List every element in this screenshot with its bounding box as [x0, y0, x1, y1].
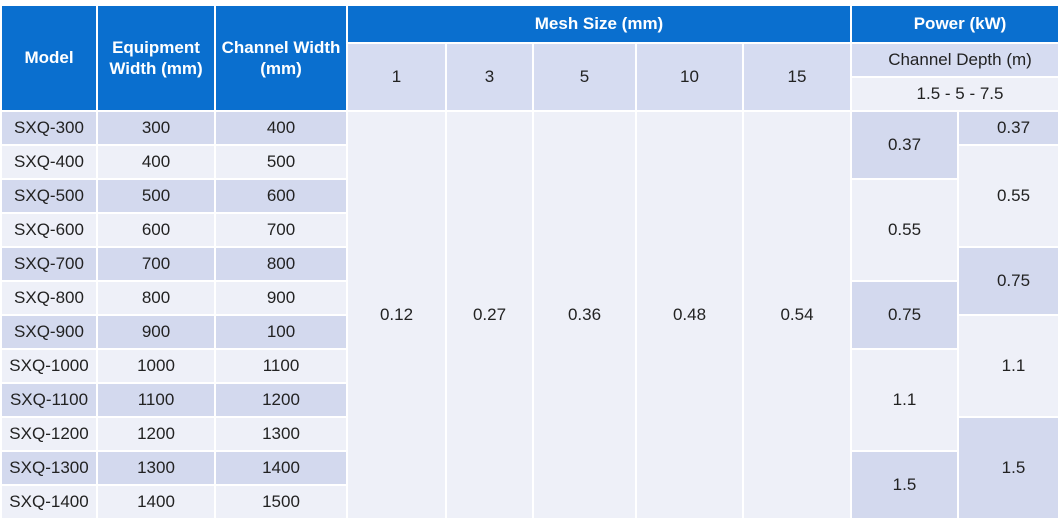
cell-channel-width: 600: [216, 180, 346, 212]
header-channel-depth: Channel Depth (m): [852, 44, 1058, 76]
header-mesh-size: Mesh Size (mm): [348, 6, 850, 42]
header-equipment-width: Equipment Width (mm): [98, 6, 214, 110]
power-col1-cell: 1.5: [852, 452, 957, 518]
mesh-value-15: 0.54: [744, 112, 850, 518]
power-col1-cell: 0.75: [852, 282, 957, 348]
cell-equipment-width: 600: [98, 214, 214, 246]
power-col2-cell: 1.1: [959, 316, 1058, 416]
header-model: Model: [2, 6, 96, 110]
power-col2-cell: 0.37: [959, 112, 1058, 144]
power-col2-cell: 0.55: [959, 146, 1058, 246]
mesh-value-1: 0.12: [348, 112, 445, 518]
spec-table: Model Equipment Width (mm) Channel Width…: [2, 6, 1058, 518]
mesh-size-10: 10: [637, 44, 742, 110]
cell-channel-width: 1200: [216, 384, 346, 416]
cell-model: SXQ-500: [2, 180, 96, 212]
cell-model: SXQ-1300: [2, 452, 96, 484]
cell-model: SXQ-1400: [2, 486, 96, 518]
cell-channel-width: 1100: [216, 350, 346, 382]
cell-channel-width: 1300: [216, 418, 346, 450]
cell-model: SXQ-900: [2, 316, 96, 348]
cell-equipment-width: 300: [98, 112, 214, 144]
mesh-size-5: 5: [534, 44, 635, 110]
header-channel-width: Channel Width (mm): [216, 6, 346, 110]
cell-equipment-width: 700: [98, 248, 214, 280]
power-col2-cell: 0.75: [959, 248, 1058, 314]
header-depth-range: 1.5 - 5 - 7.5: [852, 78, 1058, 110]
cell-model: SXQ-600: [2, 214, 96, 246]
cell-model: SXQ-1100: [2, 384, 96, 416]
cell-channel-width: 500: [216, 146, 346, 178]
power-col1-cell: 0.37: [852, 112, 957, 178]
mesh-size-15: 15: [744, 44, 850, 110]
cell-equipment-width: 1400: [98, 486, 214, 518]
mesh-value-10: 0.48: [637, 112, 742, 518]
mesh-size-1: 1: [348, 44, 445, 110]
cell-model: SXQ-1200: [2, 418, 96, 450]
cell-equipment-width: 500: [98, 180, 214, 212]
cell-equipment-width: 1200: [98, 418, 214, 450]
power-col1-cell: 0.55: [852, 180, 957, 280]
cell-equipment-width: 800: [98, 282, 214, 314]
mesh-value-5: 0.36: [534, 112, 635, 518]
cell-equipment-width: 1300: [98, 452, 214, 484]
cell-channel-width: 800: [216, 248, 346, 280]
cell-channel-width: 100: [216, 316, 346, 348]
cell-model: SXQ-800: [2, 282, 96, 314]
cell-model: SXQ-1000: [2, 350, 96, 382]
cell-channel-width: 900: [216, 282, 346, 314]
cell-channel-width: 1400: [216, 452, 346, 484]
cell-equipment-width: 1000: [98, 350, 214, 382]
cell-channel-width: 700: [216, 214, 346, 246]
cell-channel-width: 400: [216, 112, 346, 144]
cell-channel-width: 1500: [216, 486, 346, 518]
header-power: Power (kW): [852, 6, 1058, 42]
mesh-size-3: 3: [447, 44, 532, 110]
cell-model: SXQ-300: [2, 112, 96, 144]
cell-model: SXQ-700: [2, 248, 96, 280]
cell-equipment-width: 1100: [98, 384, 214, 416]
power-col2-cell: 1.5: [959, 418, 1058, 518]
cell-equipment-width: 400: [98, 146, 214, 178]
mesh-value-3: 0.27: [447, 112, 532, 518]
cell-model: SXQ-400: [2, 146, 96, 178]
cell-equipment-width: 900: [98, 316, 214, 348]
power-col1-cell: 1.1: [852, 350, 957, 450]
